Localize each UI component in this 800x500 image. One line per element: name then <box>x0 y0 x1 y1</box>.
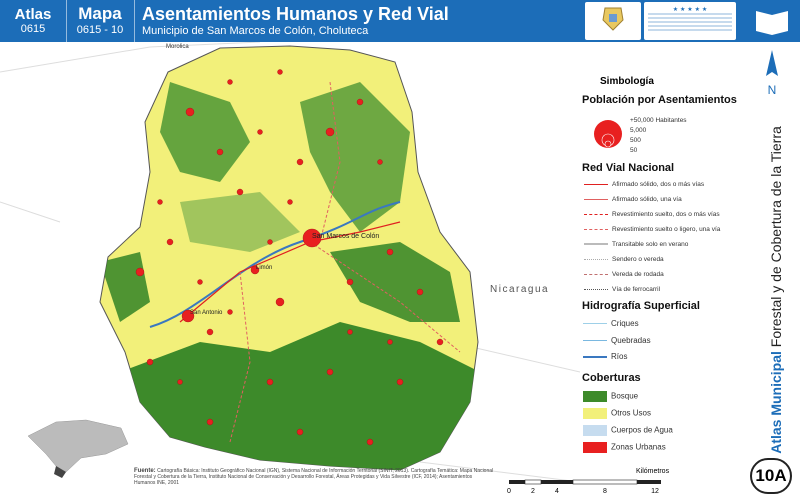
pop-size-2: 500 <box>630 137 641 144</box>
hydro-symbol <box>583 340 607 342</box>
map-number-badge: 10A <box>750 458 792 494</box>
scale-tick-2: 4 <box>555 488 559 495</box>
cover-swatch <box>583 408 607 419</box>
atlas-label: Atlas <box>14 6 52 23</box>
map-box: Mapa 0615 - 10 <box>66 0 135 42</box>
scale-unit: Kilómetros <box>636 468 670 475</box>
cover-swatch <box>583 442 607 453</box>
page-title: Asentamientos Humanos y Red Vial <box>142 4 449 24</box>
scale-bar: 0 2 4 8 12 <box>507 479 661 495</box>
legend-title: Simbología <box>600 76 654 87</box>
north-label: N <box>768 83 777 97</box>
svg-text:★ ★ ★ ★ ★: ★ ★ ★ ★ ★ <box>673 6 708 13</box>
right-sidebar: N <box>748 42 800 500</box>
label-morolica: Morolica <box>166 44 189 50</box>
pop-size-0: +50,000 Habitantes <box>630 117 687 124</box>
road-symbol <box>584 273 608 275</box>
coat-of-arms-icon <box>602 7 624 31</box>
road-symbol <box>584 243 608 246</box>
scale-tick-0: 0 <box>507 488 511 495</box>
legend-road-title: Red Vial Nacional <box>582 162 675 174</box>
road-symbol <box>584 228 608 230</box>
vertical-title-bold: Atlas Municipal <box>768 351 784 454</box>
header-bar: Atlas 0615 Mapa 0615 - 10 Asentamientos … <box>0 0 800 42</box>
hydro-symbol <box>583 323 607 325</box>
hydro-item-0: Criques <box>583 319 639 328</box>
municipal-map: Morolica Nicaragua San Marcos de Colón L… <box>0 42 580 500</box>
hydro-item-1: Quebradas <box>583 336 651 345</box>
atlas-box: Atlas 0615 <box>0 0 67 42</box>
cover-item-3: Zonas Urbanas <box>583 442 666 453</box>
population-circles <box>594 120 622 148</box>
road-item-0: Afirmado sólido, dos o más vías <box>584 181 704 188</box>
page-subtitle: Municipio de San Marcos de Colón, Cholut… <box>142 25 369 37</box>
road-item-4: Transitable solo en verano <box>584 241 688 248</box>
pop-size-1: 5,000 <box>630 127 647 134</box>
hydro-symbol <box>583 355 607 358</box>
vertical-title: Atlas Municipal Forestal y de Cobertura … <box>768 126 784 454</box>
road-item-5: Sendero o vereda <box>584 256 664 263</box>
legend-hydro-title: Hidrografía Superficial <box>582 300 700 312</box>
vertical-title-rest: Forestal y de Cobertura de la Tierra <box>768 126 784 352</box>
legend-population-title: Población por Asentamientos <box>582 94 737 106</box>
scale-tick-1: 2 <box>531 488 535 495</box>
road-item-7: Vía de ferrocarril <box>584 286 660 293</box>
north-arrow-icon: N <box>766 50 778 97</box>
cover-item-0: Bosque <box>583 391 638 402</box>
road-symbol <box>584 213 608 215</box>
cover-swatch <box>583 425 607 436</box>
icf-logo: ★ ★ ★ ★ ★ <box>644 2 736 40</box>
cover-swatch <box>583 391 607 402</box>
honduras-logo <box>585 2 641 40</box>
road-symbol <box>584 288 608 290</box>
cover-item-1: Otros Usos <box>583 408 651 419</box>
label-limon: Limón <box>256 265 272 271</box>
source-note: Fuente: Cartografía Básica: Instituto Ge… <box>134 468 494 486</box>
road-symbol <box>584 258 608 260</box>
cover-item-2: Cuerpos de Agua <box>583 425 673 436</box>
inset-locator-map <box>27 419 129 478</box>
open-book-icon <box>756 11 788 35</box>
scale-tick-4: 12 <box>651 488 659 495</box>
road-symbol <box>584 183 608 185</box>
label-san-antonio: San Antonio <box>190 310 223 316</box>
label-san-marcos: San Marcos de Colón <box>312 233 379 240</box>
hydro-item-2: Ríos <box>583 352 627 361</box>
map-label: Mapa <box>78 4 122 23</box>
road-item-2: Revestimiento suelto, dos o más vías <box>584 211 720 218</box>
atlas-code: 0615 <box>20 23 46 35</box>
pop-size-3: 50 <box>630 147 638 154</box>
map-code: 0615 - 10 <box>76 24 124 36</box>
road-symbol <box>584 198 608 200</box>
legend-cover-title: Coberturas <box>582 372 641 384</box>
label-nicaragua: Nicaragua <box>490 284 549 295</box>
road-item-1: Afirmado sólido, una vía <box>584 196 682 203</box>
scale-tick-3: 8 <box>603 488 607 495</box>
road-item-6: Vereda de rodada <box>584 271 664 278</box>
icf-logo-icon: ★ ★ ★ ★ ★ <box>648 6 732 31</box>
road-item-3: Revestimiento suelto o ligero, una vía <box>584 226 720 233</box>
